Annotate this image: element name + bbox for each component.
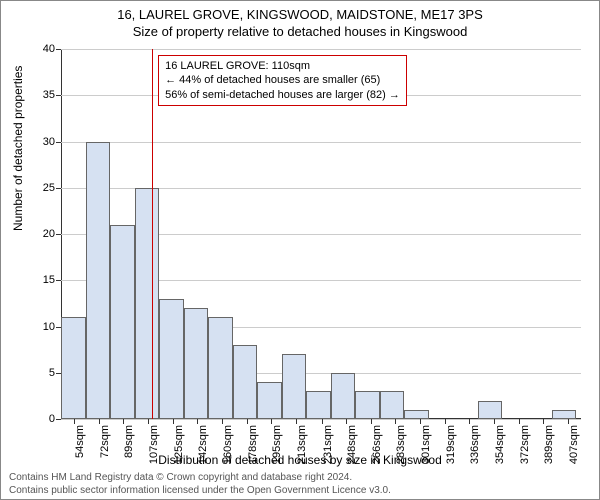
histogram-bar <box>159 299 184 419</box>
histogram-bar <box>184 308 209 419</box>
x-tick-mark <box>197 419 198 424</box>
histogram-bar <box>257 382 282 419</box>
x-tick-mark <box>322 419 323 424</box>
histogram-bar <box>478 401 503 420</box>
grid-line <box>61 49 581 50</box>
x-tick-mark <box>445 419 446 424</box>
histogram-bar <box>355 391 380 419</box>
y-tick-mark <box>56 280 61 281</box>
histogram-bar <box>404 410 429 419</box>
histogram-bar <box>552 410 577 419</box>
histogram-bar <box>86 142 111 420</box>
y-tick-label: 10 <box>43 321 55 333</box>
reference-line <box>152 49 153 419</box>
annotation-line-1: 16 LAUREL GROVE: 110sqm <box>165 59 400 73</box>
x-tick-mark <box>247 419 248 424</box>
histogram-bar <box>135 188 160 419</box>
y-axis-label: Number of detached properties <box>11 66 25 231</box>
title-main: 16, LAUREL GROVE, KINGSWOOD, MAIDSTONE, … <box>1 7 599 22</box>
x-tick-mark <box>543 419 544 424</box>
annotation-line-3: 56% of semi-detached houses are larger (… <box>165 88 400 102</box>
histogram-bar <box>233 345 258 419</box>
x-tick-mark <box>222 419 223 424</box>
y-tick-label: 15 <box>43 274 55 286</box>
annotation-box: 16 LAUREL GROVE: 110sqm← 44% of detached… <box>158 55 407 106</box>
y-tick-label: 0 <box>49 413 55 425</box>
y-tick-label: 30 <box>43 136 55 148</box>
footer: Contains HM Land Registry data © Crown c… <box>9 471 391 497</box>
x-tick-mark <box>173 419 174 424</box>
y-tick-label: 35 <box>43 89 55 101</box>
histogram-bar <box>306 391 331 419</box>
y-tick-mark <box>56 188 61 189</box>
y-tick-label: 20 <box>43 228 55 240</box>
x-tick-mark <box>296 419 297 424</box>
x-tick-mark <box>519 419 520 424</box>
y-tick-label: 5 <box>49 367 55 379</box>
annotation-line-2: ← 44% of detached houses are smaller (65… <box>165 73 400 87</box>
y-tick-mark <box>56 95 61 96</box>
y-tick-mark <box>56 234 61 235</box>
x-tick-mark <box>99 419 100 424</box>
x-tick-mark <box>371 419 372 424</box>
x-tick-mark <box>123 419 124 424</box>
histogram-bar <box>331 373 356 419</box>
x-tick-mark <box>494 419 495 424</box>
x-tick-mark <box>74 419 75 424</box>
x-tick-mark <box>395 419 396 424</box>
chart-area: 051015202530354054sqm72sqm89sqm107sqm125… <box>61 49 581 419</box>
title-sub: Size of property relative to detached ho… <box>1 24 599 39</box>
footer-line-2: Contains public sector information licen… <box>9 484 391 497</box>
x-tick-mark <box>568 419 569 424</box>
histogram-bar <box>282 354 307 419</box>
y-tick-label: 25 <box>43 182 55 194</box>
y-tick-mark <box>56 419 61 420</box>
plot-region: 051015202530354054sqm72sqm89sqm107sqm125… <box>61 49 581 419</box>
x-tick-mark <box>469 419 470 424</box>
grid-line <box>61 142 581 143</box>
histogram-bar <box>61 317 86 419</box>
y-tick-mark <box>56 142 61 143</box>
x-tick-mark <box>420 419 421 424</box>
x-axis-label: Distribution of detached houses by size … <box>1 453 599 467</box>
x-tick-mark <box>346 419 347 424</box>
footer-line-1: Contains HM Land Registry data © Crown c… <box>9 471 391 484</box>
chart-container: 16, LAUREL GROVE, KINGSWOOD, MAIDSTONE, … <box>0 0 600 500</box>
histogram-bar <box>380 391 405 419</box>
x-tick-mark <box>148 419 149 424</box>
histogram-bar <box>110 225 135 419</box>
y-tick-label: 40 <box>43 43 55 55</box>
y-tick-mark <box>56 49 61 50</box>
x-tick-mark <box>271 419 272 424</box>
histogram-bar <box>208 317 233 419</box>
